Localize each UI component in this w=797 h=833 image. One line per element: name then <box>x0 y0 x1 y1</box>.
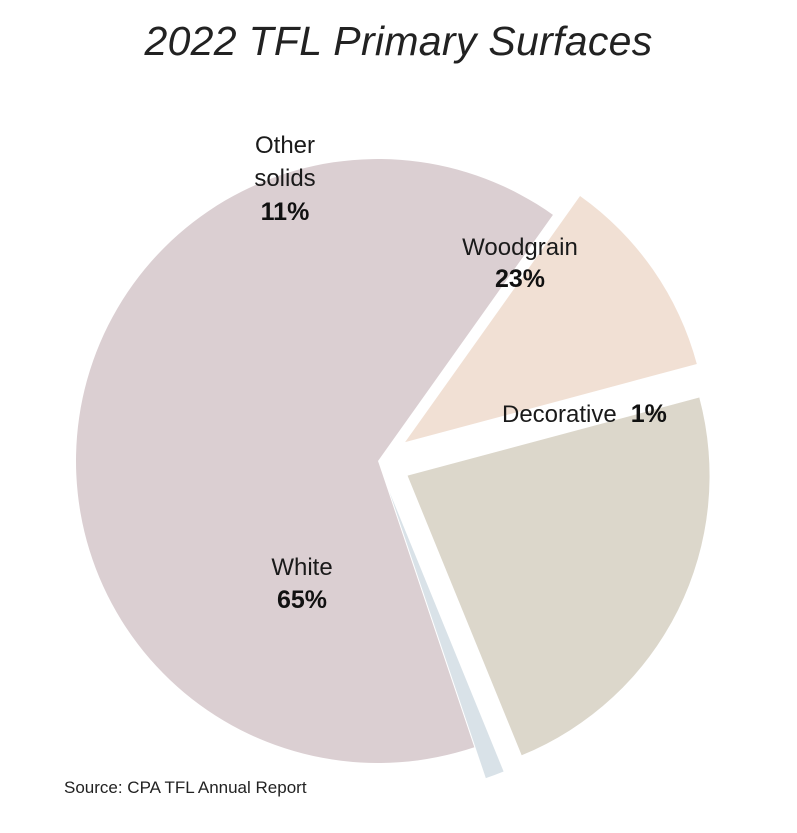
slice-value-white: 65% <box>277 586 327 614</box>
pie-slice-woodgrain <box>407 397 710 756</box>
slice-value-decorative: 1% <box>631 400 667 428</box>
pie-slice-decorative <box>389 491 504 779</box>
slice-label-other-solids: Other <box>255 132 315 159</box>
pie-slices <box>76 159 710 779</box>
source-note: Source: CPA TFL Annual Report <box>64 778 307 797</box>
slice-label-white: White <box>271 554 332 581</box>
pie-slice-other-solids <box>405 196 697 443</box>
pie-slice-white <box>76 159 553 764</box>
slice-value-other-solids: 11% <box>261 198 310 226</box>
chart-title: 2022 TFL Primary Surfaces <box>144 18 653 64</box>
slice-label-other-solids: solids <box>254 165 315 192</box>
slice-label-woodgrain: Woodgrain <box>462 234 578 261</box>
slice-label-decorative: Decorative 1% <box>502 400 667 428</box>
pie-labels: Woodgrain 23% Decorative 1% White 65% Other sol… <box>254 132 667 614</box>
slice-value-woodgrain: 23% <box>495 265 545 293</box>
